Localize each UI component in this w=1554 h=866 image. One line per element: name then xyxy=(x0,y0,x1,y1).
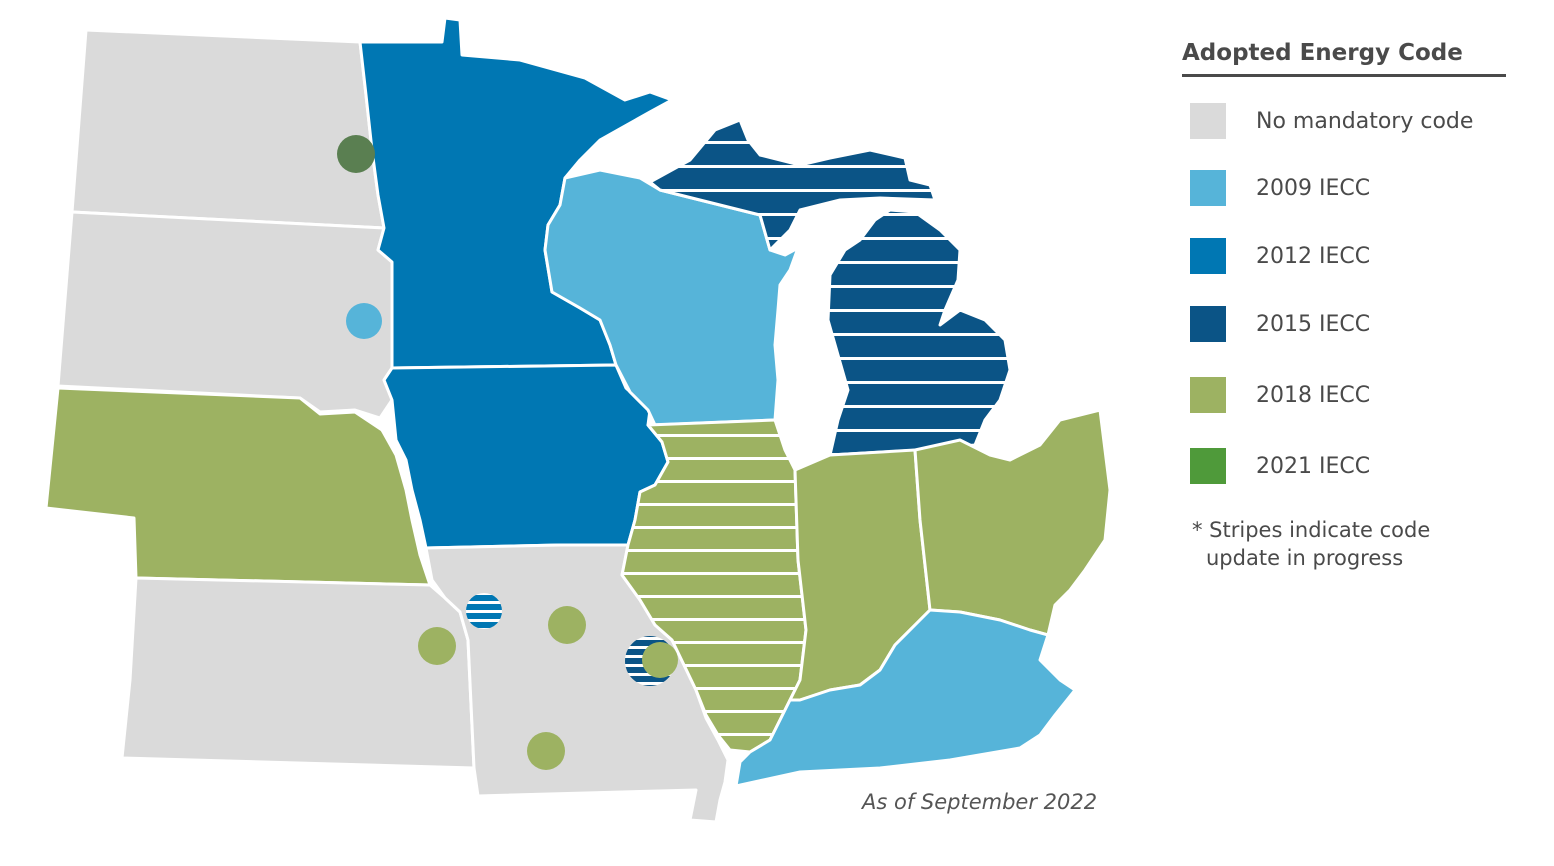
legend-label: 2021 IECC xyxy=(1256,453,1371,479)
legend-item-2018: 2018 IECC xyxy=(1190,377,1370,413)
legend-label: 2018 IECC xyxy=(1256,382,1371,408)
legend-title: Adopted Energy Code xyxy=(1182,40,1506,77)
marker-missouri-2012-striped xyxy=(466,593,502,629)
legend-swatch xyxy=(1190,170,1226,206)
legend-label: 2015 IECC xyxy=(1256,311,1371,337)
state-kansas xyxy=(120,576,476,770)
footnote-line-2: update in progress xyxy=(1206,546,1404,570)
legend-swatch xyxy=(1190,238,1226,274)
footnote-line-1: * Stripes indicate code xyxy=(1192,518,1431,542)
legend-label: No mandatory code xyxy=(1256,108,1474,134)
state-michigan-upper xyxy=(648,118,937,252)
legend-footnote: * Stripes indicate code update in progre… xyxy=(1192,516,1430,572)
legend-label: 2012 IECC xyxy=(1256,243,1371,269)
legend-item-2009: 2009 IECC xyxy=(1190,170,1370,206)
legend-item-no-code: No mandatory code xyxy=(1190,103,1473,139)
state-michigan-lower xyxy=(826,208,1012,457)
state-kentucky xyxy=(734,608,1077,788)
legend-item-2015: 2015 IECC xyxy=(1190,306,1370,342)
state-north-dakota xyxy=(70,28,386,230)
state-south-dakota xyxy=(56,210,394,420)
state-iowa xyxy=(382,363,670,550)
legend-swatch xyxy=(1190,103,1226,139)
marker-missouri-2018-c xyxy=(527,732,565,770)
legend-swatch xyxy=(1190,306,1226,342)
legend-swatch xyxy=(1190,448,1226,484)
marker-kansas-2018 xyxy=(418,627,456,665)
marker-south-dakota-2009 xyxy=(346,303,382,339)
legend: Adopted Energy Code No mandatory code 20… xyxy=(1182,40,1506,570)
legend-swatch xyxy=(1190,377,1226,413)
marker-missouri-2018-b xyxy=(642,642,678,678)
marker-missouri-2018-a xyxy=(548,606,586,644)
marker-north-dakota-2021 xyxy=(337,135,375,173)
legend-item-2021: 2021 IECC xyxy=(1190,448,1370,484)
legend-label: 2009 IECC xyxy=(1256,175,1371,201)
legend-item-2012: 2012 IECC xyxy=(1190,238,1370,274)
state-ohio xyxy=(913,408,1112,637)
date-caption: As of September 2022 xyxy=(862,790,1098,814)
state-nebraska xyxy=(44,386,432,587)
